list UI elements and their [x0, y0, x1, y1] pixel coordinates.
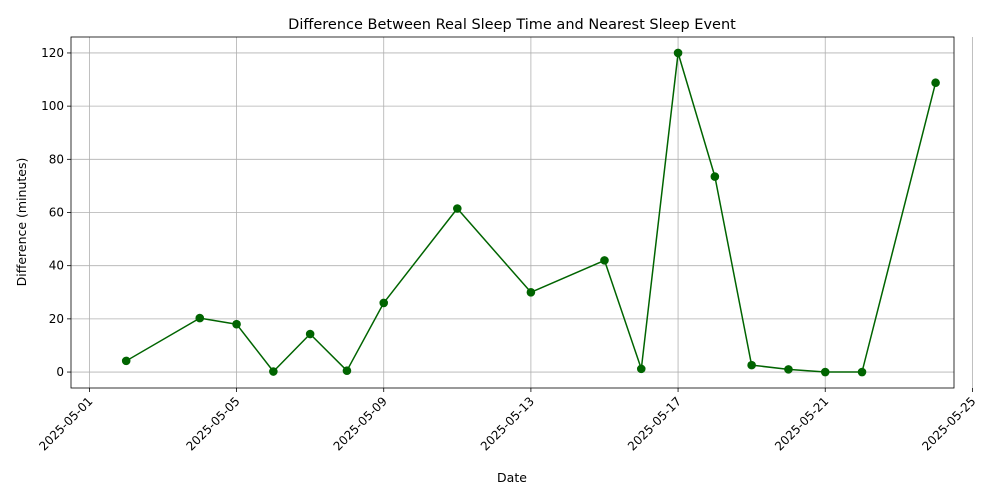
y-tick-label: 60 — [49, 206, 64, 220]
grid — [71, 37, 973, 388]
y-tick-label: 0 — [56, 365, 64, 379]
data-point — [710, 172, 720, 181]
x-tick-label: 2025-05-09 — [331, 394, 390, 453]
data-point — [820, 367, 830, 377]
data-point — [195, 313, 205, 323]
y-tick-label: 100 — [41, 99, 64, 113]
chart-title: Difference Between Real Sleep Time and N… — [288, 17, 736, 33]
series — [121, 48, 940, 377]
x-axis-label: Date — [497, 470, 527, 485]
data-point — [600, 256, 609, 265]
y-tick-label: 40 — [49, 259, 64, 273]
x-tick-label: 2025-05-17 — [625, 394, 684, 453]
y-axis-label: Difference (minutes) — [14, 158, 29, 287]
x-tick-label: 2025-05-21 — [772, 394, 831, 453]
data-point — [636, 364, 646, 374]
data-point — [232, 319, 241, 329]
x-tick-label: 2025-05-05 — [183, 394, 242, 453]
y-tick-label: 120 — [41, 46, 64, 60]
data-point — [453, 204, 462, 213]
axes: 0 20 40 60 80 100 120 2025-05-01 2025-05-05 2025-… — [36, 36, 979, 453]
x-tick-label: 2025-05-13 — [478, 394, 537, 453]
data-point — [379, 298, 389, 308]
data-point — [931, 78, 940, 88]
series-line — [125, 52, 937, 373]
data-point — [342, 366, 352, 376]
data-point — [857, 367, 867, 377]
data-point — [121, 356, 131, 366]
data-point — [673, 48, 683, 58]
data-point — [784, 365, 793, 374]
y-tick-label: 80 — [49, 152, 64, 166]
data-point — [269, 367, 278, 376]
plot-frame — [70, 36, 955, 389]
x-tick-label: 2025-05-25 — [919, 394, 978, 453]
x-tick-label: 2025-05-01 — [36, 394, 95, 453]
data-point — [305, 329, 315, 339]
data-point — [747, 360, 756, 370]
y-tick-label: 20 — [49, 312, 64, 326]
data-point — [526, 287, 536, 297]
